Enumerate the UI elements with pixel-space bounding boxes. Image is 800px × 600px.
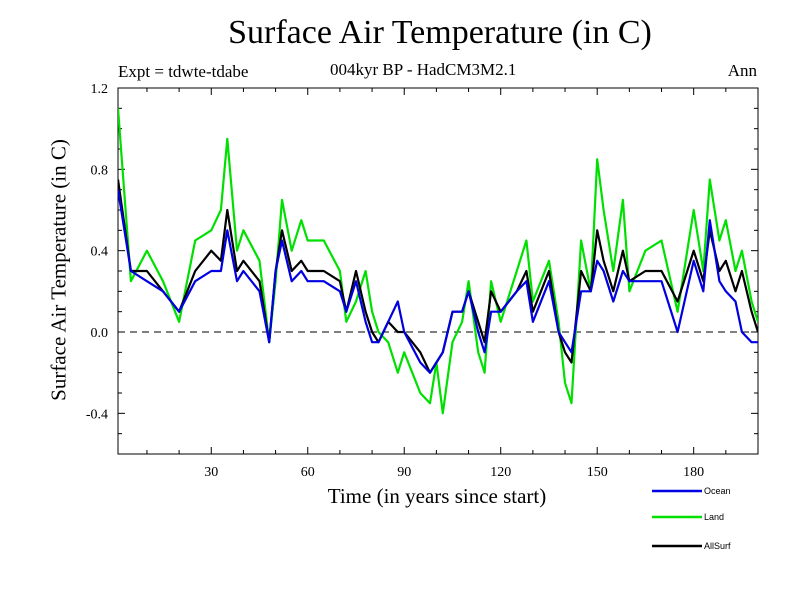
period-label: Ann [727,61,757,80]
y-tick-label: 1.2 [91,82,109,97]
legend-label-land: Land [704,512,724,522]
chart-title: Surface Air Temperature (in C) [228,14,652,51]
x-tick-label: 120 [490,465,511,480]
x-tick-label: 90 [397,465,411,480]
x-tick-label: 30 [204,465,218,480]
series-line-ocean [118,189,758,374]
x-tick-label: 60 [301,465,315,480]
y-tick-label: 0.0 [91,326,109,341]
y-tick-label: 0.4 [91,245,109,260]
x-axis-label: Time (in years since start) [327,484,547,508]
x-tick-label: 180 [683,465,704,480]
y-tick-label: 0.8 [91,163,109,178]
series-line-land [118,108,758,415]
legend-label-ocean: Ocean [704,486,731,496]
x-tick-label: 150 [587,465,608,480]
experiment-label: Expt = tdwte-tdabe [118,62,249,81]
legend-label-allsurf: AllSurf [704,541,731,551]
chart-subtitle: 004kyr BP - HadCM3M2.1 [330,60,517,79]
series-group [118,108,758,415]
series-line-allsurf [118,179,758,374]
y-tick-label: -0.4 [86,407,108,422]
